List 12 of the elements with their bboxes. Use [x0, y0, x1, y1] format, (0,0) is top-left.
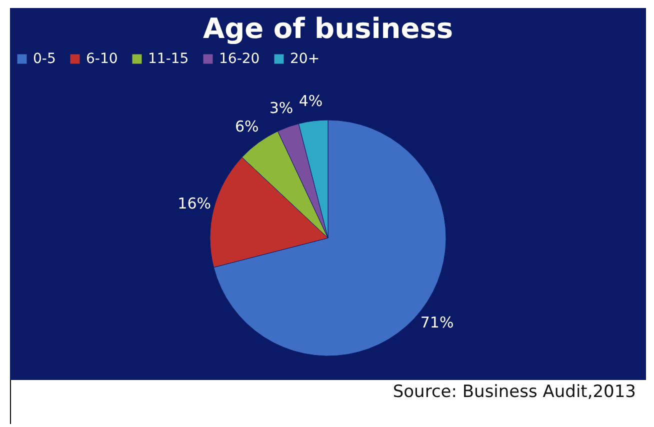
legend-label: 20+ — [290, 51, 320, 67]
legend-label: 16-20 — [219, 51, 260, 67]
legend-label: 6-10 — [86, 51, 118, 67]
source-note: Source: Business Audit,2013 — [392, 382, 636, 402]
data-label: 6% — [234, 117, 259, 136]
legend-label: 0-5 — [33, 51, 56, 67]
data-label: 16% — [178, 194, 212, 213]
legend-label: 11-15 — [148, 51, 189, 67]
data-label: 71% — [420, 314, 454, 332]
data-label: 3% — [269, 99, 294, 118]
chart-title: Age of business — [202, 12, 454, 45]
data-label: 4% — [298, 92, 323, 110]
